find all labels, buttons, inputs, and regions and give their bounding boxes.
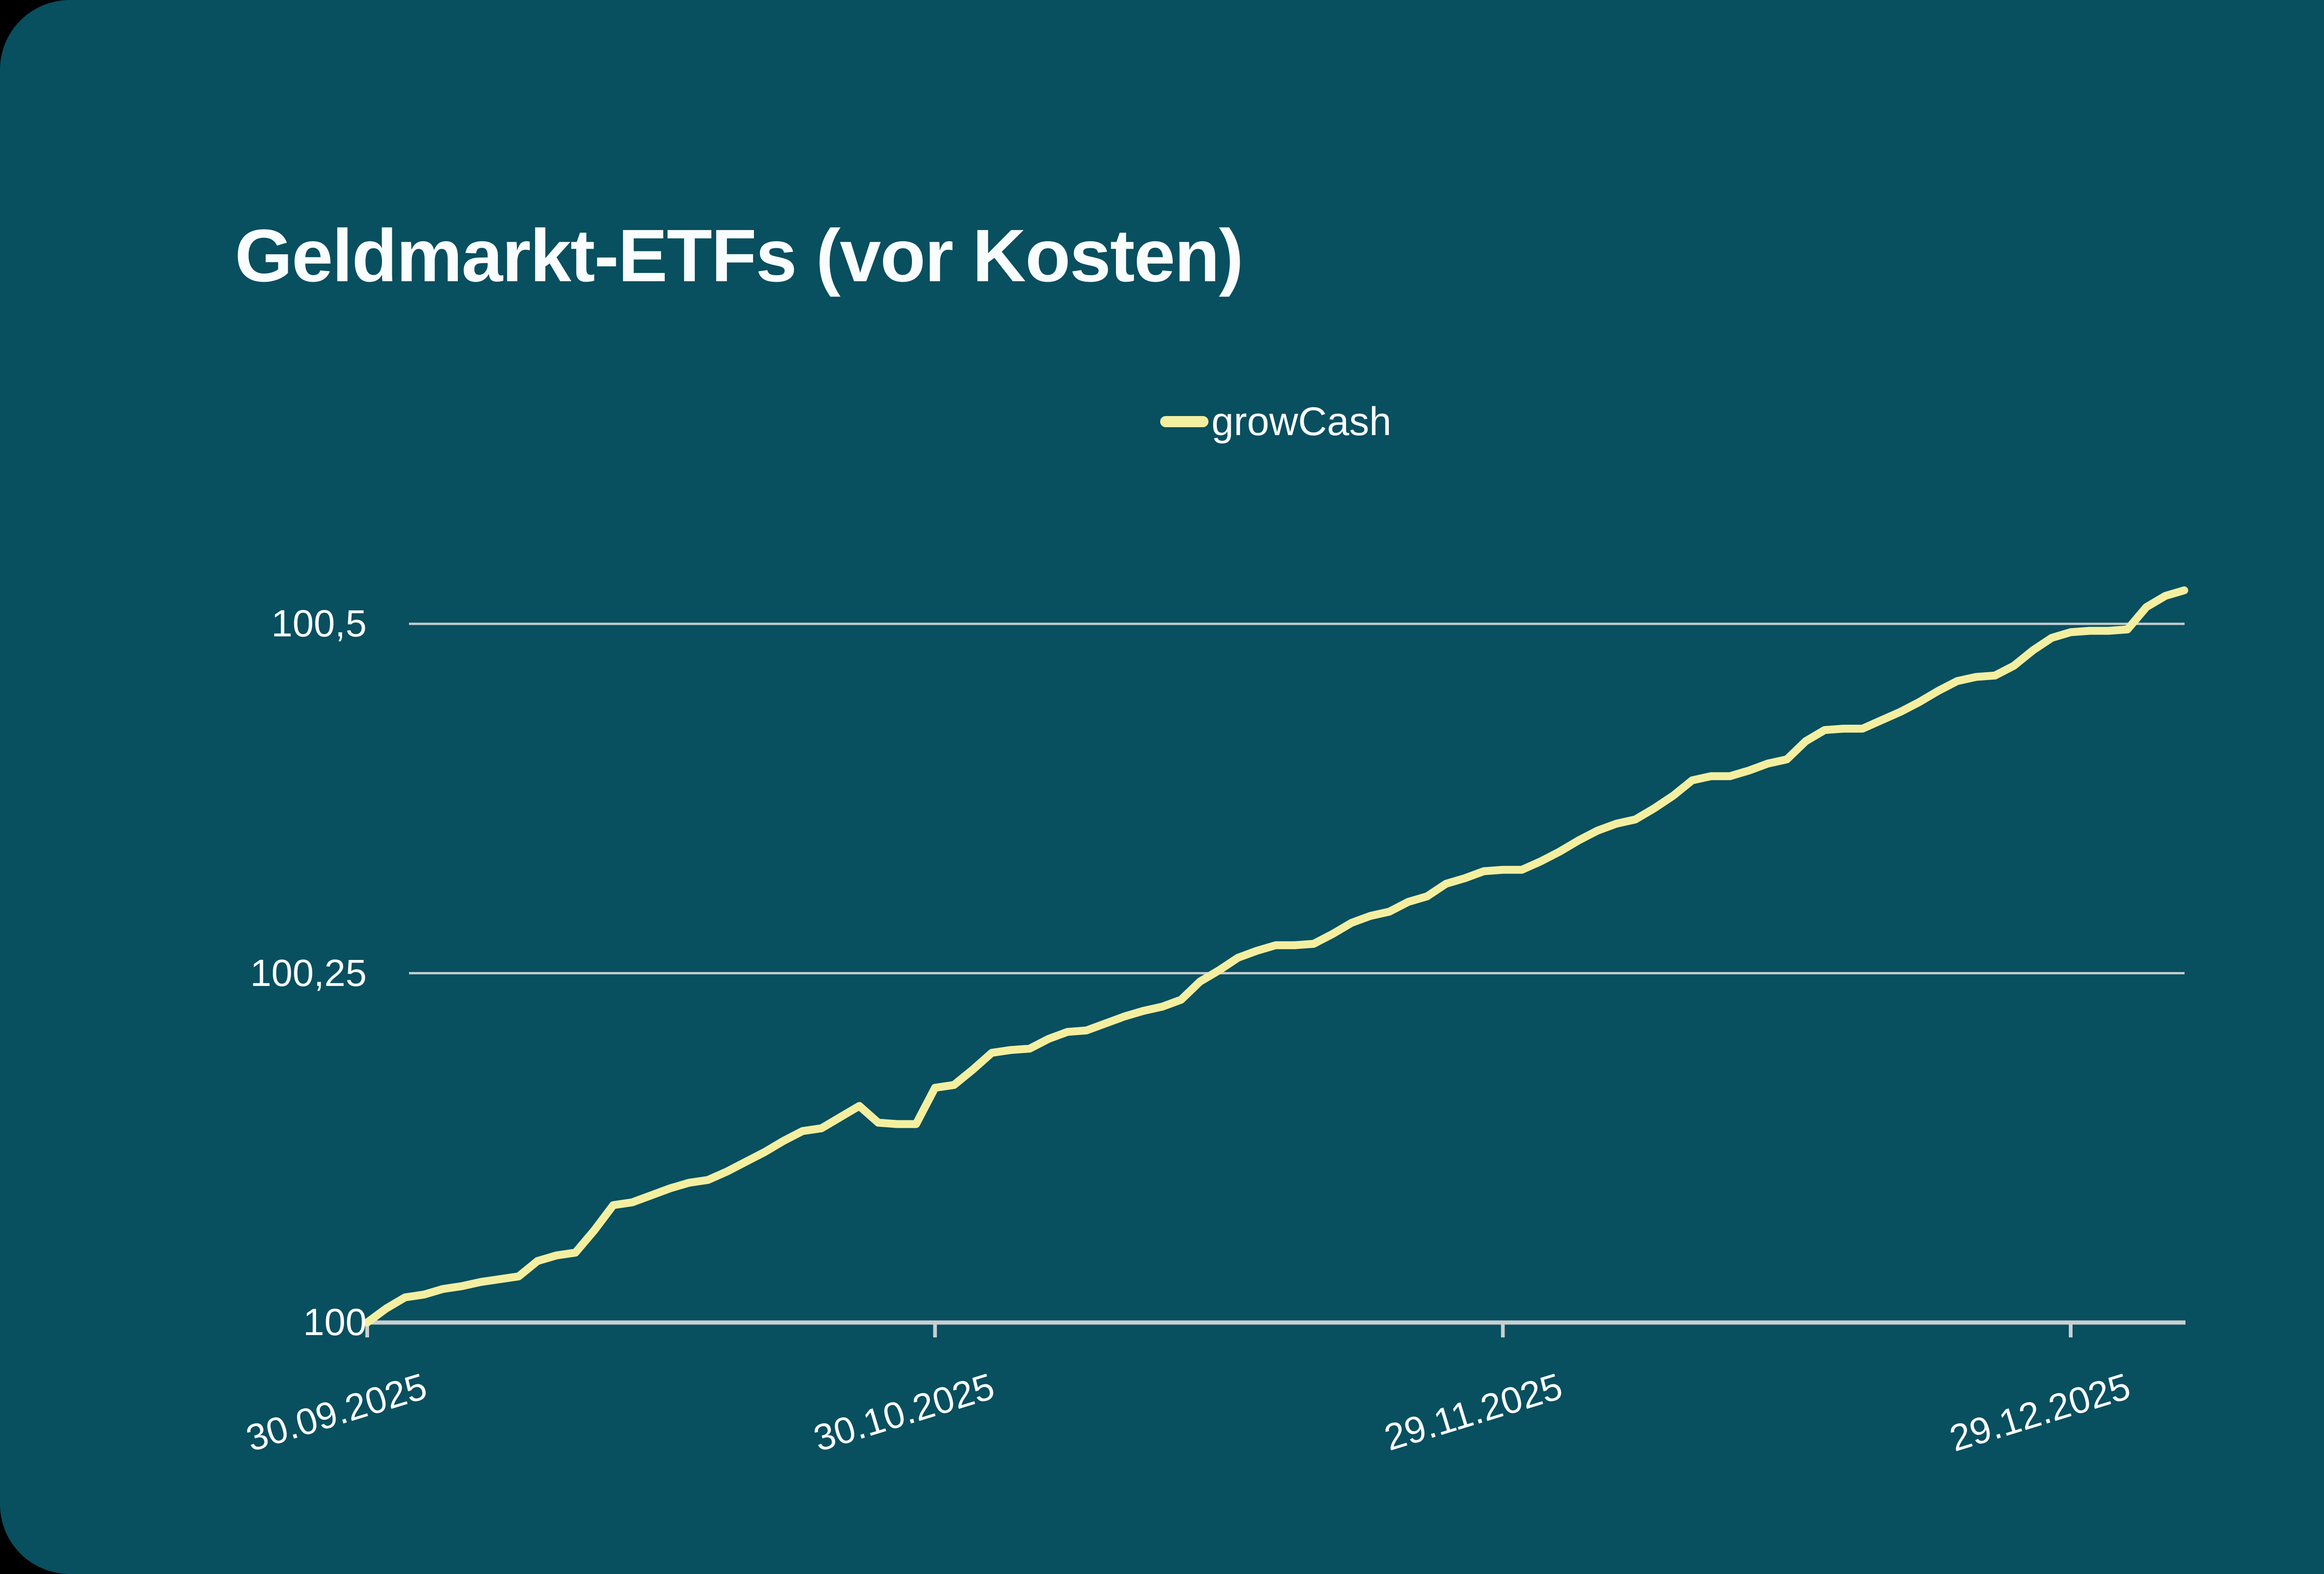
legend-series-label: growCash xyxy=(1211,399,1392,444)
legend-line-swatch xyxy=(1160,416,1209,427)
y-tick-label: 100,5 xyxy=(271,602,367,645)
series-line-growcash xyxy=(363,586,2188,1327)
page-title: Geldmarkt-ETFs (vor Kosten) xyxy=(235,214,1244,297)
y-tick-label: 100 xyxy=(303,1301,367,1343)
y-tick-label: 100,25 xyxy=(250,952,367,994)
legend: growCash xyxy=(367,396,2185,447)
